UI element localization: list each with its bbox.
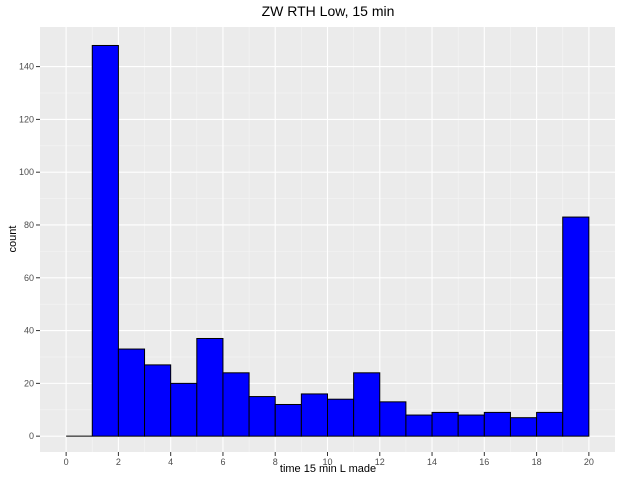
histogram-bar [327, 398, 355, 437]
x-tick-label: 2 [116, 457, 121, 467]
histogram-bar [300, 393, 329, 437]
x-axis: 0 2 4 6 8 10 12 14 16 18 20 [64, 452, 594, 467]
histogram-bar [274, 403, 302, 437]
x-tick-label: 10 [322, 457, 332, 467]
x-tick-label: 12 [375, 457, 385, 467]
x-tick-label: 20 [584, 457, 594, 467]
histogram-bar [536, 411, 564, 437]
histogram-bar [144, 364, 172, 437]
y-tick-label: 40 [24, 326, 34, 336]
histogram-bar [431, 411, 459, 437]
histogram-bar [248, 396, 276, 437]
x-tick-label: 14 [427, 457, 437, 467]
histogram-bar [196, 337, 224, 437]
x-tick-label: 6 [220, 457, 225, 467]
y-tick-label: 140 [19, 62, 34, 72]
histogram-bar [405, 414, 433, 437]
x-tick-label: 18 [532, 457, 542, 467]
y-tick-label: 0 [29, 431, 34, 441]
y-tick-label: 80 [24, 220, 34, 230]
x-axis-label: time 15 min L made [280, 463, 376, 475]
x-tick-label: 4 [168, 457, 173, 467]
histogram-bar [222, 372, 250, 437]
histogram-bar [457, 414, 485, 437]
y-tick-label: 60 [24, 273, 34, 283]
histogram-bar [117, 348, 146, 437]
x-tick-label: 16 [479, 457, 489, 467]
histogram-bars [66, 44, 590, 437]
histogram-bar [353, 372, 381, 437]
histogram-bar [91, 44, 119, 437]
y-axis: 0 20 40 60 80 100 120 140 [19, 62, 40, 441]
histogram-bar [483, 411, 511, 437]
y-tick-label: 100 [19, 167, 34, 177]
histogram-bar [379, 401, 407, 437]
histogram-bar [509, 417, 538, 437]
y-axis-label: count [7, 226, 19, 253]
y-tick-label: 120 [19, 114, 34, 124]
chart-title: ZW RTH Low, 15 min [262, 3, 395, 19]
histogram-bar [170, 382, 198, 437]
y-tick-label: 20 [24, 378, 34, 388]
x-tick-label: 0 [64, 457, 69, 467]
x-tick-label: 8 [273, 457, 278, 467]
histogram-bar [562, 216, 590, 437]
